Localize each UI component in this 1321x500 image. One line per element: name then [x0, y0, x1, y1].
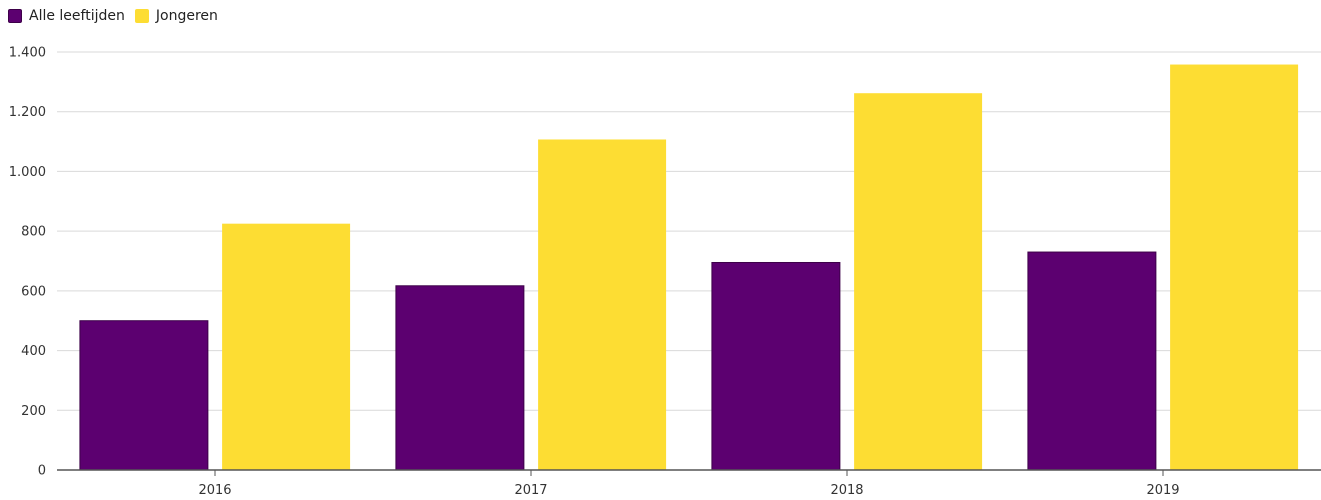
x-tick-label: 2017: [514, 483, 547, 498]
bar-alle-leeftijden-2016[interactable]: [79, 320, 209, 471]
legend: Alle leeftijden Jongeren: [8, 8, 228, 24]
bar-jongeren-2018[interactable]: [854, 93, 983, 471]
y-tick-label: 0: [38, 464, 46, 479]
x-tick-label: 2016: [198, 483, 231, 498]
bars: [79, 64, 1299, 471]
bar-alle-leeftijden-2018[interactable]: [711, 261, 841, 471]
legend-swatch-jongeren: [134, 9, 149, 23]
y-tick-label: 200: [21, 404, 46, 419]
y-tick-label: 1.000: [9, 165, 46, 180]
y-axis: 0 200 400 600 800 1.000 1.200 1.400: [9, 46, 46, 479]
legend-item-alle-leeftijden[interactable]: Alle leeftijden: [8, 8, 125, 24]
y-tick-label: 1.400: [9, 46, 46, 61]
legend-swatch-alle-leeftijden: [8, 9, 22, 23]
x-axis: 2016 2017 2018 2019: [57, 469, 1321, 498]
y-tick-label: 400: [21, 344, 46, 359]
bar-jongeren-2017[interactable]: [538, 139, 667, 470]
bar-jongeren-2019[interactable]: [1170, 64, 1299, 470]
y-tick-label: 1.200: [9, 105, 46, 120]
y-tick-label: 800: [21, 225, 46, 240]
x-tick-label: 2019: [1146, 483, 1179, 498]
y-tick-label: 600: [21, 284, 46, 299]
legend-item-jongeren[interactable]: Jongeren: [134, 8, 218, 24]
legend-label-jongeren: Jongeren: [155, 8, 218, 24]
x-tick-label: 2018: [830, 483, 863, 498]
bar-alle-leeftijden-2019[interactable]: [1027, 251, 1157, 471]
bar-alle-leeftijden-2017[interactable]: [395, 285, 525, 471]
bar-jongeren-2016[interactable]: [222, 223, 351, 470]
legend-label-alle-leeftijden: Alle leeftijden: [29, 8, 125, 24]
